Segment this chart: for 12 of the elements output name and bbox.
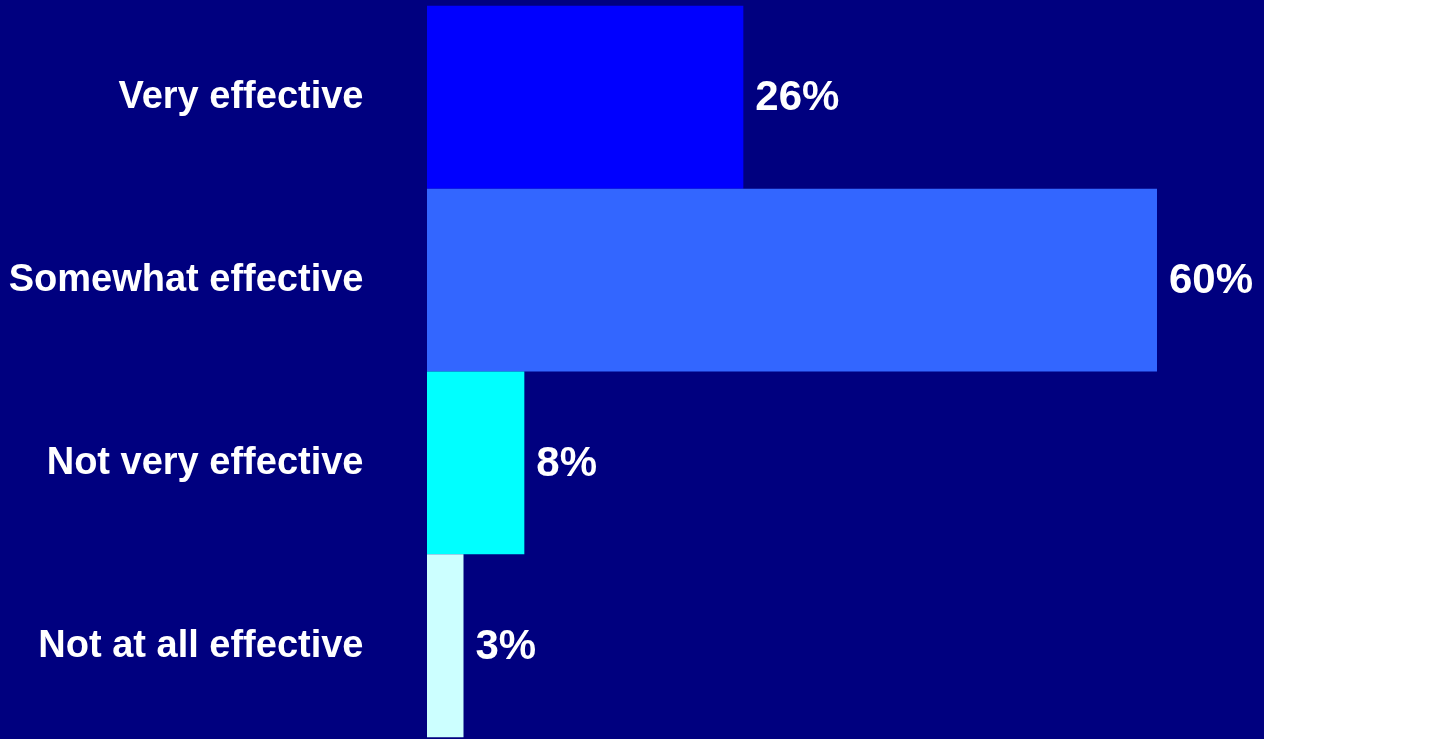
data-label: 8% xyxy=(536,437,598,485)
y-tick-label: Not very effective xyxy=(46,439,364,482)
y-tick-label: Very effective xyxy=(118,74,364,117)
data-label: 26% xyxy=(755,72,840,120)
y-tick-label: Not at all effective xyxy=(38,622,364,665)
bar xyxy=(427,554,464,738)
y-tick-label: Somewhat effective xyxy=(8,257,364,300)
data-label: 3% xyxy=(475,620,537,668)
bar xyxy=(427,5,744,189)
bar xyxy=(427,188,1157,372)
bar xyxy=(427,371,525,555)
data-label: 60% xyxy=(1169,255,1254,303)
